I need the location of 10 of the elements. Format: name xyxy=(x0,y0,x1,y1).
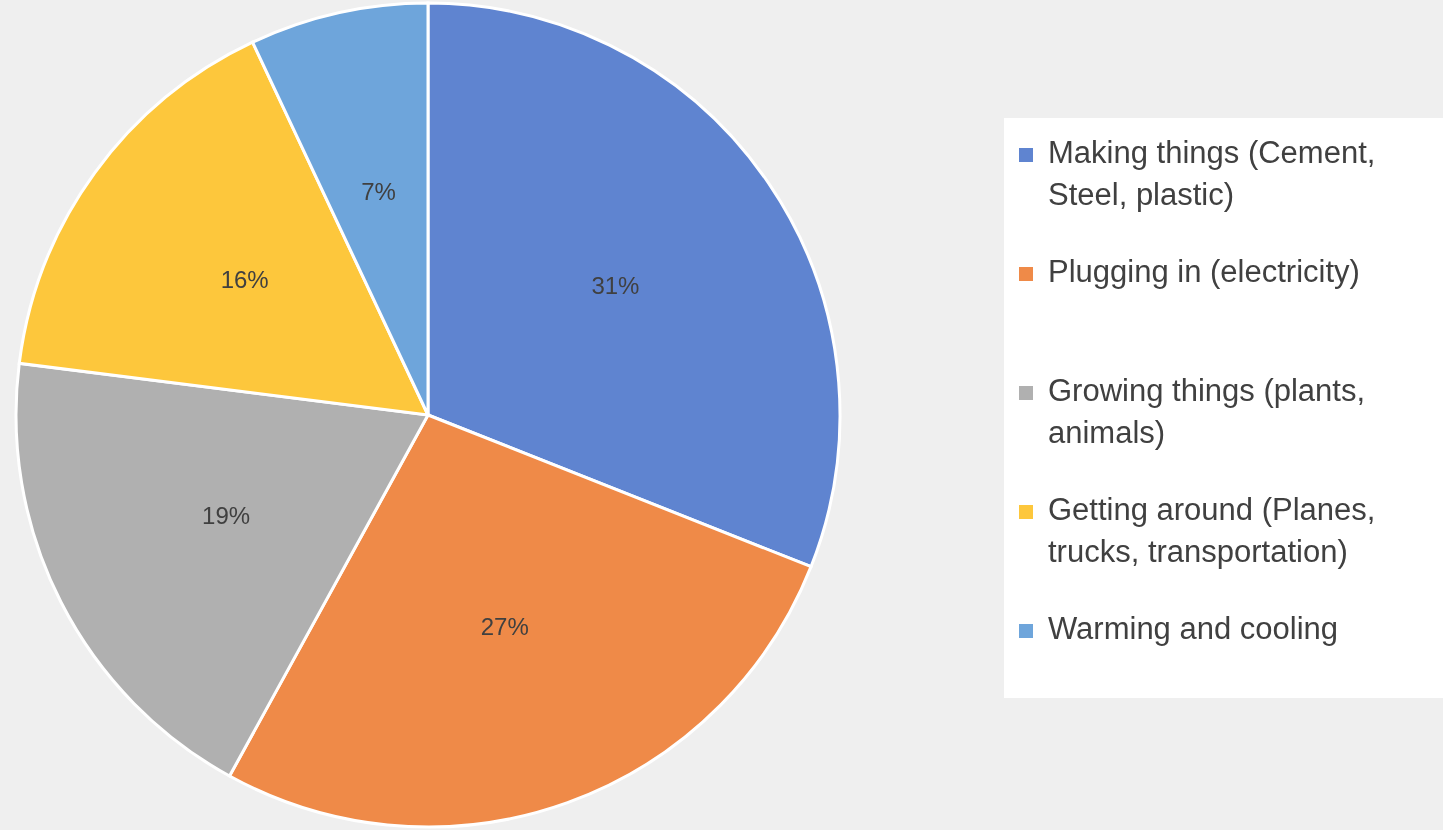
data-label: 19% xyxy=(202,502,251,530)
legend-label: Plugging in (electricity) xyxy=(1048,254,1360,290)
data-label: 16% xyxy=(220,266,269,294)
legend-label: Getting around (Planes, trucks, transportation) xyxy=(1048,492,1376,570)
legend-label: Making things (Cement, Steel, plastic) xyxy=(1048,135,1376,213)
data-label: 27% xyxy=(480,612,529,640)
data-label: 7% xyxy=(361,178,396,206)
legend-label: Warming and cooling xyxy=(1048,611,1339,647)
data-label: 31% xyxy=(591,271,640,299)
legend-label: Growing things (plants, animals) xyxy=(1048,373,1366,451)
